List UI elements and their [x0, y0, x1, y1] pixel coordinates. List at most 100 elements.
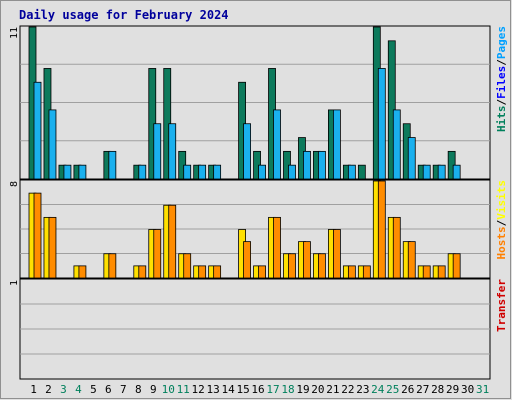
bar-hits-day-23: [357, 164, 366, 180]
x-tick-label-day-7: 7: [120, 383, 127, 396]
bar-files-day-11: [183, 164, 192, 180]
x-tick-label-day-22: 22: [341, 383, 354, 396]
x-tick-label-day-14: 14: [221, 383, 235, 396]
panel-legend: Transfer: [495, 279, 508, 332]
x-axis-day-labels: 1 2 3 4 5 6 7 8 9 10 11 12 13 14 15 16 17 18 19 20 21 22 23 24 2…: [30, 383, 489, 396]
panel-3: 1 Transfer: [9, 278, 508, 380]
x-tick-label-day-11: 11: [177, 383, 190, 396]
y-axis-max-label: 1: [9, 280, 20, 286]
bar-files-day-22: [347, 164, 356, 180]
x-tick-label-day-10: 10: [162, 383, 175, 396]
bar-hosts-day-29: [452, 253, 461, 279]
x-tick-label-day-9: 9: [150, 383, 157, 396]
bar-files-day-27: [422, 164, 431, 180]
series-hosts: [33, 180, 461, 279]
bar-files-day-9: [153, 123, 162, 180]
x-tick-label-day-4: 4: [75, 383, 82, 396]
bar-hosts-day-26: [407, 241, 416, 279]
bar-files-day-13: [213, 164, 222, 180]
bar-hosts-day-24: [377, 180, 386, 279]
bar-hosts-day-20: [318, 253, 326, 279]
x-tick-label-day-18: 18: [281, 383, 294, 396]
x-tick-label-day-28: 28: [431, 383, 444, 396]
x-tick-label-day-27: 27: [416, 383, 429, 396]
bar-files-day-10: [168, 123, 177, 180]
bar-hosts-day-23: [362, 265, 371, 279]
bar-files-day-2: [48, 109, 57, 180]
bar-files-day-25: [392, 109, 401, 180]
legend-entry: Pages: [495, 26, 508, 59]
series-visits: [28, 180, 456, 279]
x-tick-label-day-25: 25: [386, 383, 399, 396]
legend-entry: Visits: [495, 180, 508, 220]
x-tick-label-day-2: 2: [45, 383, 52, 396]
bar-files-day-3: [63, 164, 72, 180]
y-axis-max-label: 8: [9, 181, 20, 187]
bar-hosts-day-21: [332, 229, 341, 279]
y-axis-max-label: 11: [9, 27, 20, 39]
bar-hosts-day-8: [138, 265, 147, 279]
bar-hosts-day-19: [303, 241, 311, 279]
bar-files-day-17: [273, 109, 281, 180]
bar-hosts-day-9: [153, 229, 162, 279]
x-tick-label-day-17: 17: [266, 383, 279, 396]
panel-legend: Hosts/Visits: [495, 180, 508, 260]
bar-files-day-21: [332, 109, 341, 180]
x-tick-label-day-15: 15: [236, 383, 249, 396]
series-files: [33, 68, 461, 180]
bar-hosts-day-2: [48, 216, 57, 279]
bar-files-day-16: [258, 164, 266, 180]
bar-hosts-day-16: [258, 265, 266, 279]
bar-hosts-day-10: [168, 204, 177, 279]
bar-files-day-20: [318, 150, 326, 180]
bar-files-day-15: [243, 123, 251, 180]
bar-files-day-6: [108, 150, 117, 180]
chart-title: Daily usage for February 2024: [19, 8, 229, 22]
legend-entry: /: [495, 59, 508, 66]
bar-hosts-day-25: [392, 216, 401, 279]
bar-files-day-26: [407, 137, 416, 180]
x-tick-label-day-26: 26: [401, 383, 414, 396]
legend-entry: Hits: [495, 106, 508, 133]
x-tick-label-day-16: 16: [251, 383, 264, 396]
bar-hosts-day-13: [213, 265, 222, 279]
bar-files-day-29: [452, 164, 461, 180]
panel-legend: Hits/Files/Pages: [495, 26, 508, 132]
bar-hosts-day-11: [183, 253, 192, 279]
x-tick-label-day-6: 6: [105, 383, 112, 396]
x-tick-label-day-1: 1: [30, 383, 37, 396]
bar-hosts-day-4: [78, 265, 87, 279]
x-tick-label-day-12: 12: [192, 383, 205, 396]
legend-entry: Files: [495, 66, 508, 99]
legend-entry: /: [495, 219, 508, 226]
bar-hosts-day-6: [108, 253, 117, 279]
x-tick-label-day-13: 13: [207, 383, 220, 396]
legend-entry: /: [495, 99, 508, 106]
bar-hosts-day-17: [273, 216, 281, 279]
bar-hosts-day-22: [347, 265, 356, 279]
bar-hosts-day-15: [243, 241, 251, 279]
x-tick-label-day-24: 24: [371, 383, 385, 396]
x-tick-label-day-19: 19: [296, 383, 309, 396]
legend-entry: Hosts: [495, 226, 508, 259]
x-tick-label-day-31: 31: [476, 383, 489, 396]
bar-hosts-day-28: [437, 265, 446, 279]
x-tick-label-day-23: 23: [356, 383, 369, 396]
bar-hosts-day-12: [198, 265, 207, 279]
x-tick-label-day-21: 21: [326, 383, 339, 396]
bar-files-day-28: [437, 164, 446, 180]
bar-files-day-8: [138, 164, 147, 180]
bar-hosts-day-1: [33, 192, 42, 279]
bar-files-day-24: [377, 68, 386, 180]
bar-files-day-12: [198, 164, 207, 180]
bar-files-day-4: [78, 164, 87, 180]
bar-hosts-day-18: [288, 253, 296, 279]
x-tick-label-day-20: 20: [311, 383, 324, 396]
legend-entry: Transfer: [495, 279, 508, 332]
x-tick-label-day-3: 3: [60, 383, 67, 396]
x-tick-label-day-5: 5: [90, 383, 97, 396]
bar-files-day-18: [288, 164, 296, 180]
